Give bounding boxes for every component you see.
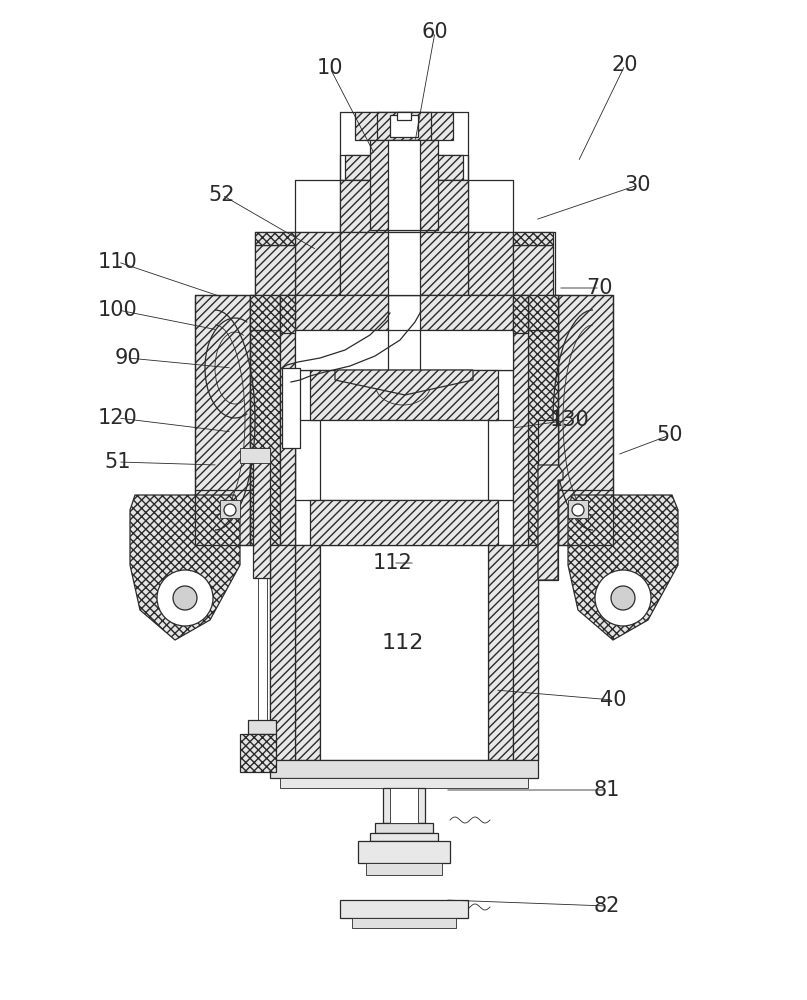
Bar [388,180,420,232]
Bar [295,545,320,760]
Bar [253,448,270,578]
Bar [270,760,538,778]
Text: 52: 52 [209,185,236,205]
Circle shape [611,586,635,610]
Polygon shape [130,495,240,640]
Bar [280,313,295,545]
Circle shape [157,570,213,626]
Circle shape [572,504,584,516]
Bar [538,420,558,580]
Circle shape [224,504,236,516]
Bar [513,545,538,760]
Polygon shape [568,495,678,640]
Text: 20: 20 [612,55,638,75]
Bar [255,245,295,295]
Bar [320,420,488,500]
Bar [383,788,425,823]
Bar [282,368,300,448]
Bar [528,295,558,330]
Circle shape [173,586,197,610]
Text: 30: 30 [625,175,651,195]
Text: 120: 120 [98,408,138,428]
Bar [370,140,438,230]
Bar [295,232,340,295]
Text: 90: 90 [115,348,141,368]
Bar [352,918,456,928]
Polygon shape [538,465,563,580]
Bar [358,841,450,863]
Text: 100: 100 [98,300,138,320]
Bar [513,313,528,545]
Bar [513,295,528,333]
Bar [248,720,276,734]
Bar [355,112,453,140]
Bar [280,295,388,313]
Bar [340,180,468,232]
Bar [366,863,442,875]
Bar [340,180,468,232]
Text: 112: 112 [373,553,413,573]
Circle shape [595,570,651,626]
Text: 50: 50 [657,425,684,445]
Bar [513,245,553,295]
Bar [388,232,420,295]
Bar [280,778,528,788]
Text: 10: 10 [317,58,343,78]
Bar [295,330,388,370]
Bar [420,295,528,313]
Bar [420,295,513,330]
Text: 130: 130 [550,410,590,430]
Text: 70: 70 [587,278,613,298]
Bar [320,545,488,760]
Bar [340,232,468,295]
Bar [513,232,553,245]
Bar [270,545,295,760]
Bar [280,295,295,333]
Bar [375,823,433,833]
Bar [240,448,270,463]
Bar [255,232,295,245]
Bar [295,330,521,545]
Text: 51: 51 [105,452,132,472]
Bar [250,295,280,330]
Bar [220,500,240,518]
Bar [488,545,513,760]
Bar [340,900,468,918]
Bar [310,500,498,545]
Bar [568,500,588,518]
Bar [397,112,411,120]
Bar [390,115,418,137]
Polygon shape [195,295,250,545]
Bar [295,295,388,330]
Bar [388,140,420,230]
Bar [468,232,513,295]
Text: 81: 81 [594,780,621,800]
Text: 40: 40 [600,690,626,710]
Text: 60: 60 [422,22,449,42]
Bar [377,112,431,140]
Bar [420,330,513,370]
Text: 82: 82 [594,896,621,916]
Text: 110: 110 [98,252,138,272]
Bar [345,155,463,180]
Bar [390,788,418,823]
Polygon shape [528,295,558,545]
Text: 112: 112 [382,633,424,653]
Polygon shape [335,370,473,395]
Polygon shape [558,295,613,545]
Bar [310,370,498,420]
Polygon shape [250,295,280,545]
Bar [370,833,438,841]
Bar [240,734,276,772]
